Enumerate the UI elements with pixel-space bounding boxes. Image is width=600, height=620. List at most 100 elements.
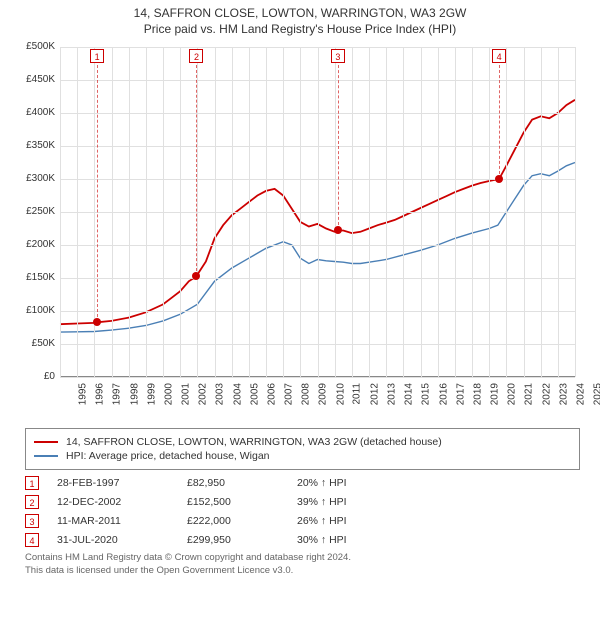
y-tick-label: £0 bbox=[17, 371, 55, 382]
event-date: 11-MAR-2011 bbox=[57, 515, 187, 527]
gridline-v bbox=[180, 47, 181, 377]
x-tick-label: 2006 bbox=[266, 383, 277, 405]
event-row: 311-MAR-2011£222,00026% ↑ HPI bbox=[25, 514, 580, 528]
event-price: £299,950 bbox=[187, 534, 297, 546]
x-tick-label: 2020 bbox=[506, 383, 517, 405]
marker-dot bbox=[93, 318, 101, 326]
gridline-v bbox=[60, 47, 61, 377]
x-tick-label: 2002 bbox=[197, 383, 208, 405]
gridline-v bbox=[524, 47, 525, 377]
x-tick-label: 2000 bbox=[163, 383, 174, 405]
event-date: 12-DEC-2002 bbox=[57, 496, 187, 508]
gridline-v bbox=[369, 47, 370, 377]
x-tick-label: 2009 bbox=[318, 383, 329, 405]
x-tick-label: 2005 bbox=[249, 383, 260, 405]
gridline-v bbox=[421, 47, 422, 377]
event-date: 31-JUL-2020 bbox=[57, 534, 187, 546]
footer: Contains HM Land Registry data © Crown c… bbox=[25, 552, 580, 578]
gridline-v bbox=[129, 47, 130, 377]
event-price: £152,500 bbox=[187, 496, 297, 508]
y-tick-label: £500K bbox=[17, 41, 55, 52]
marker-box: 3 bbox=[331, 49, 345, 63]
x-tick-label: 2013 bbox=[386, 383, 397, 405]
gridline-v bbox=[335, 47, 336, 377]
marker-vline bbox=[97, 65, 98, 322]
x-tick-label: 2011 bbox=[351, 383, 362, 405]
gridline-v bbox=[94, 47, 95, 377]
gridline-v bbox=[249, 47, 250, 377]
x-tick-label: 2024 bbox=[575, 383, 586, 405]
y-tick-label: £150K bbox=[17, 272, 55, 283]
y-tick-label: £50K bbox=[17, 338, 55, 349]
gridline-v bbox=[318, 47, 319, 377]
event-date: 28-FEB-1997 bbox=[57, 477, 187, 489]
legend-label: 14, SAFFRON CLOSE, LOWTON, WARRINGTON, W… bbox=[66, 436, 442, 448]
x-tick-label: 1999 bbox=[146, 383, 157, 405]
event-hpi: 20% ↑ HPI bbox=[297, 477, 347, 489]
x-tick-label: 2010 bbox=[335, 383, 346, 405]
events-table: 128-FEB-1997£82,95020% ↑ HPI212-DEC-2002… bbox=[25, 476, 580, 547]
y-tick-label: £250K bbox=[17, 206, 55, 217]
gridline-v bbox=[77, 47, 78, 377]
gridline-v bbox=[403, 47, 404, 377]
marker-box: 1 bbox=[90, 49, 104, 63]
x-tick-label: 1996 bbox=[94, 383, 105, 405]
x-tick-label: 2017 bbox=[455, 383, 466, 405]
gridline-v bbox=[215, 47, 216, 377]
chart-area: 1234 £0£50K£100K£150K£200K£250K£300K£350… bbox=[15, 42, 585, 422]
marker-dot bbox=[334, 226, 342, 234]
x-tick-label: 2001 bbox=[180, 383, 191, 405]
x-tick-label: 2018 bbox=[472, 383, 483, 405]
x-tick-label: 2023 bbox=[558, 383, 569, 405]
marker-vline bbox=[499, 65, 500, 179]
x-tick-label: 2008 bbox=[300, 383, 311, 405]
event-marker: 2 bbox=[25, 495, 39, 509]
y-tick-label: £350K bbox=[17, 140, 55, 151]
event-row: 128-FEB-1997£82,95020% ↑ HPI bbox=[25, 476, 580, 490]
gridline-v bbox=[266, 47, 267, 377]
event-marker: 3 bbox=[25, 514, 39, 528]
gridline-v bbox=[197, 47, 198, 377]
marker-box: 4 bbox=[492, 49, 506, 63]
legend-swatch bbox=[34, 441, 58, 443]
x-tick-label: 2021 bbox=[524, 383, 535, 405]
gridline-v bbox=[438, 47, 439, 377]
plot-area: 1234 bbox=[60, 47, 575, 377]
gridline-v bbox=[575, 47, 576, 377]
x-tick-label: 2003 bbox=[215, 383, 226, 405]
gridline-v bbox=[232, 47, 233, 377]
gridline-v bbox=[112, 47, 113, 377]
x-tick-label: 1998 bbox=[129, 383, 140, 405]
x-tick-label: 2025 bbox=[592, 383, 600, 405]
x-tick-label: 2019 bbox=[489, 383, 500, 405]
x-tick-label: 2022 bbox=[541, 383, 552, 405]
gridline-v bbox=[541, 47, 542, 377]
gridline-h bbox=[60, 377, 575, 378]
y-tick-label: £450K bbox=[17, 74, 55, 85]
event-row: 4 31-JUL-2020£299,95030% ↑ HPI bbox=[25, 533, 580, 547]
marker-dot bbox=[495, 175, 503, 183]
y-tick-label: £300K bbox=[17, 173, 55, 184]
x-tick-label: 1995 bbox=[77, 383, 88, 405]
x-tick-label: 2012 bbox=[369, 383, 380, 405]
event-hpi: 30% ↑ HPI bbox=[297, 534, 347, 546]
gridline-v bbox=[472, 47, 473, 377]
x-tick-label: 2015 bbox=[421, 383, 432, 405]
footer-line-2: This data is licensed under the Open Gov… bbox=[25, 565, 580, 578]
gridline-v bbox=[283, 47, 284, 377]
legend-item: HPI: Average price, detached house, Wiga… bbox=[34, 450, 571, 462]
x-tick-label: 1997 bbox=[112, 383, 123, 405]
marker-vline bbox=[338, 65, 339, 230]
gridline-v bbox=[455, 47, 456, 377]
event-hpi: 26% ↑ HPI bbox=[297, 515, 347, 527]
x-tick-label: 2014 bbox=[403, 383, 414, 405]
legend-item: 14, SAFFRON CLOSE, LOWTON, WARRINGTON, W… bbox=[34, 436, 571, 448]
legend-label: HPI: Average price, detached house, Wiga… bbox=[66, 450, 270, 462]
event-marker: 4 bbox=[25, 533, 39, 547]
marker-dot bbox=[192, 272, 200, 280]
event-row: 212-DEC-2002£152,50039% ↑ HPI bbox=[25, 495, 580, 509]
gridline-v bbox=[163, 47, 164, 377]
gridline-v bbox=[489, 47, 490, 377]
legend: 14, SAFFRON CLOSE, LOWTON, WARRINGTON, W… bbox=[25, 428, 580, 470]
event-marker: 1 bbox=[25, 476, 39, 490]
